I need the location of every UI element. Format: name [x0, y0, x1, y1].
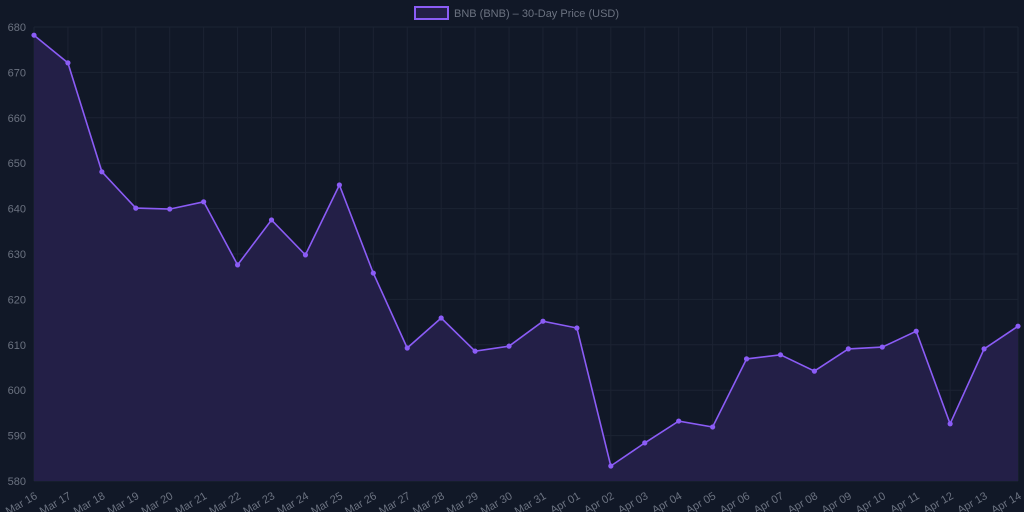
y-tick-label: 630 — [8, 249, 26, 261]
data-point — [676, 418, 682, 424]
x-tick-label: Apr 07 — [752, 490, 786, 512]
data-point — [506, 343, 512, 349]
data-point — [65, 60, 71, 66]
data-point — [811, 368, 818, 374]
data-point — [574, 325, 580, 331]
y-tick-label: 680 — [8, 22, 26, 34]
x-tick-label: Mar 27 — [377, 490, 413, 512]
x-tick-label: Apr 01 — [548, 490, 582, 512]
data-point — [743, 356, 750, 362]
x-tick-label: Mar 31 — [513, 490, 549, 512]
y-tick-label: 610 — [8, 340, 26, 352]
data-point — [1015, 323, 1021, 329]
y-tick-label: 670 — [8, 67, 26, 79]
x-tick-label: Mar 18 — [72, 490, 108, 512]
x-tick-label: Mar 21 — [173, 490, 209, 512]
x-tick-label: Apr 14 — [989, 490, 1023, 512]
x-tick-label: Mar 28 — [411, 490, 447, 512]
series-line — [33, 34, 1019, 468]
data-point — [608, 463, 614, 469]
x-tick-label: Mar 16 — [4, 490, 40, 512]
x-tick-label: Mar 26 — [343, 490, 379, 512]
y-tick-label: 590 — [8, 431, 26, 443]
x-tick-label: Apr 04 — [650, 490, 684, 512]
data-point — [336, 182, 342, 188]
x-tick-label: Apr 06 — [718, 490, 752, 512]
data-point — [370, 270, 376, 276]
y-tick-label: 620 — [8, 294, 26, 306]
legend-swatch[interactable] — [414, 6, 449, 20]
x-tick-label: Apr 13 — [955, 490, 989, 512]
data-point — [438, 315, 444, 321]
x-tick-label: Mar 20 — [140, 490, 176, 512]
x-tick-label: Apr 09 — [820, 490, 854, 512]
data-point — [31, 32, 37, 38]
data-point — [981, 346, 987, 352]
y-tick-label: 580 — [8, 476, 26, 488]
x-tick-label: Apr 03 — [616, 490, 650, 512]
data-point — [133, 205, 139, 211]
data-point — [845, 346, 851, 352]
data-point — [268, 217, 275, 223]
data-point — [947, 421, 953, 427]
y-tick-label: 650 — [8, 158, 26, 170]
x-tick-label: Apr 05 — [684, 490, 718, 512]
x-tick-label: Mar 19 — [106, 490, 142, 512]
x-tick-label: Apr 12 — [922, 490, 956, 512]
x-tick-label: Apr 10 — [854, 490, 888, 512]
data-point — [642, 440, 648, 446]
data-point — [913, 328, 919, 334]
x-tick-label: Mar 22 — [207, 490, 243, 512]
data-point — [99, 169, 105, 175]
data-point — [472, 348, 478, 354]
x-tick-label: Mar 25 — [309, 490, 345, 512]
y-axis: 580 590 600 610 620 630 640 650 660 670 680 — [8, 22, 26, 488]
x-tick-label: Apr 08 — [786, 490, 820, 512]
data-point — [234, 262, 241, 268]
data-point — [201, 199, 207, 205]
data-point — [710, 424, 716, 430]
data-point — [540, 318, 546, 324]
y-tick-label: 600 — [8, 385, 26, 397]
data-point — [302, 252, 309, 258]
x-tick-label: Apr 11 — [888, 490, 921, 512]
data-point — [404, 345, 410, 351]
x-tick-label: Apr 02 — [582, 490, 616, 512]
data-point — [777, 352, 784, 358]
x-tick-label: Mar 24 — [275, 490, 311, 512]
y-tick-label: 660 — [8, 113, 26, 125]
area-fill — [34, 35, 1018, 481]
x-tick-label: Mar 23 — [241, 490, 277, 512]
legend[interactable]: BNB (BNB) – 30-Day Price (USD) — [414, 6, 619, 20]
y-tick-label: 640 — [8, 204, 26, 216]
data-point — [167, 206, 173, 212]
x-tick-label: Mar 30 — [479, 490, 515, 512]
x-tick-label: Mar 17 — [38, 490, 74, 512]
x-tick-label: Mar 29 — [445, 490, 481, 512]
legend-label[interactable]: BNB (BNB) – 30-Day Price (USD) — [454, 8, 619, 20]
data-point — [879, 344, 885, 350]
data-points — [31, 32, 1021, 469]
